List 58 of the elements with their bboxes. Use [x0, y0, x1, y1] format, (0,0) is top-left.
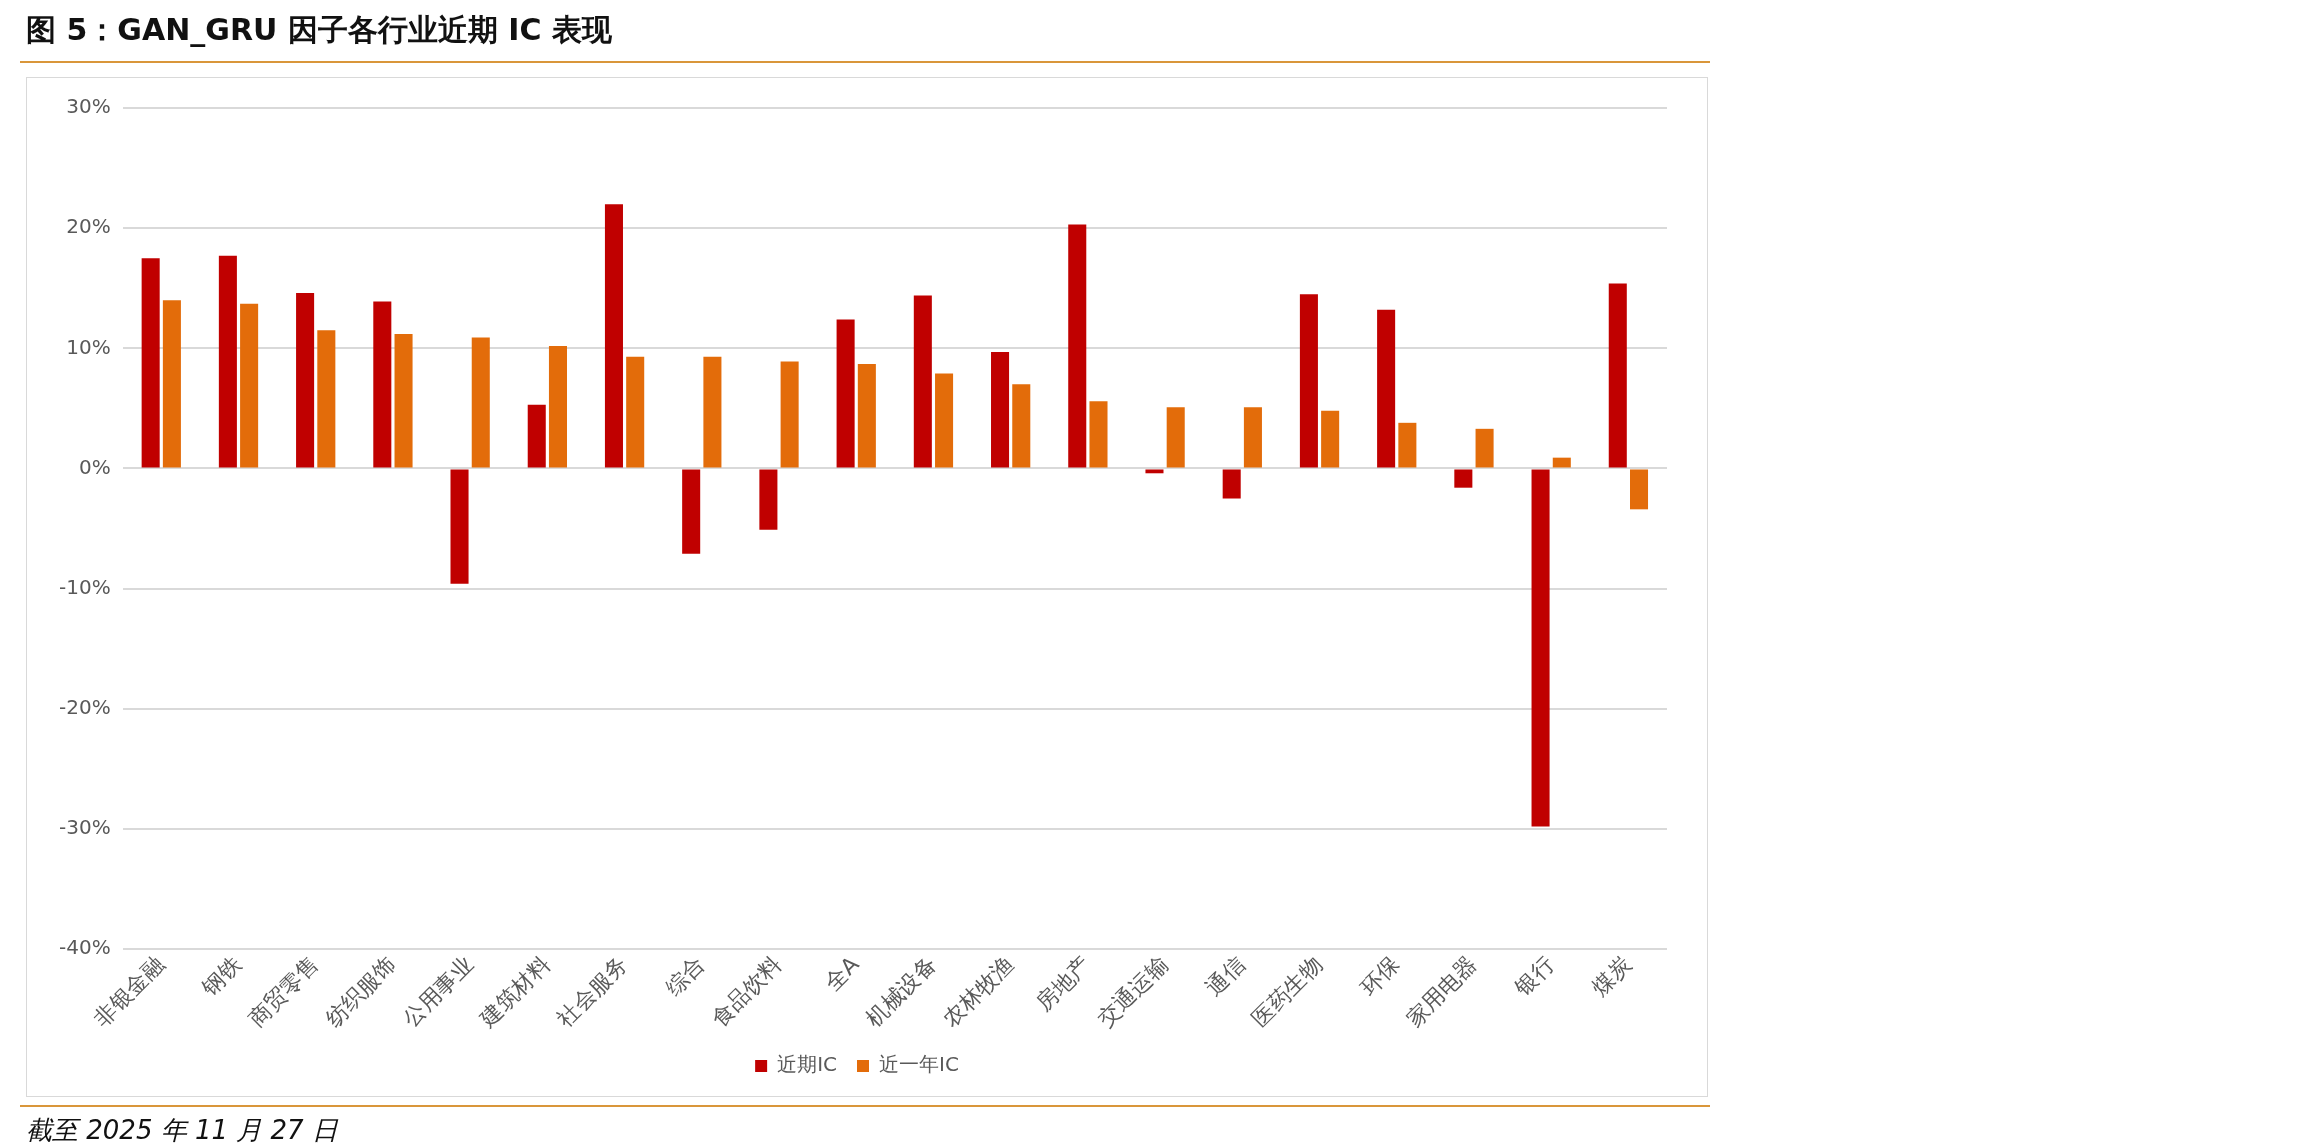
bar	[162, 300, 181, 468]
y-tick-label: 0%	[78, 454, 111, 479]
bar	[527, 404, 546, 468]
y-tick-label: -10%	[59, 574, 111, 599]
bar	[471, 337, 490, 468]
bar	[703, 356, 722, 468]
bar	[836, 319, 855, 468]
bar	[141, 258, 160, 468]
bar	[1377, 309, 1396, 468]
bar	[1321, 410, 1340, 468]
bar	[604, 204, 623, 468]
bar	[1531, 469, 1550, 827]
bar	[759, 469, 778, 530]
chart-title: 图 5：GAN_GRU 因子各行业近期 IC 表现	[20, 0, 1710, 63]
legend-label: 近期IC	[777, 1052, 838, 1077]
bar	[991, 351, 1010, 468]
bar	[1454, 469, 1473, 488]
y-tick-label: 30%	[66, 94, 111, 119]
bar	[296, 293, 315, 468]
bar	[935, 373, 954, 468]
bar	[1222, 469, 1241, 499]
bar	[1166, 407, 1185, 468]
bar	[394, 333, 413, 468]
bar	[626, 356, 645, 468]
bar	[373, 301, 392, 468]
x-tick-label: 社会服务	[552, 951, 633, 1032]
bar	[1068, 224, 1087, 468]
bar	[857, 363, 876, 468]
bar	[218, 255, 237, 468]
bar	[1299, 294, 1318, 468]
x-tick-label: 全A	[819, 951, 864, 996]
x-tick-label: 煤炭	[1587, 951, 1636, 1001]
x-tick-label: 银行	[1509, 951, 1559, 1001]
bar	[682, 469, 701, 554]
bar	[240, 303, 259, 468]
x-tick-label: 医药生物	[1247, 951, 1328, 1032]
text: 截至 2025 年 11 月 27 日	[20, 1105, 1710, 1143]
y-tick-label: -40%	[59, 935, 111, 960]
y-tick-label: -20%	[59, 694, 111, 719]
bar	[780, 361, 799, 468]
bar	[1629, 469, 1649, 510]
bar	[1145, 469, 1164, 474]
bar	[1089, 401, 1108, 468]
bar	[1552, 457, 1571, 468]
bar	[1398, 422, 1417, 468]
bar	[1243, 407, 1262, 468]
bar	[1475, 428, 1494, 468]
y-tick-label: 20%	[66, 214, 111, 239]
bar	[548, 345, 567, 468]
x-tick-label: 通信	[1201, 951, 1250, 1001]
bar	[450, 469, 469, 584]
y-tick-label: 10%	[66, 334, 111, 359]
bar	[1608, 283, 1627, 468]
bar	[317, 330, 336, 468]
bar	[913, 295, 932, 468]
legend-label: 近一年IC	[879, 1052, 959, 1077]
y-tick-label: -30%	[59, 815, 111, 840]
bar	[1012, 384, 1031, 468]
